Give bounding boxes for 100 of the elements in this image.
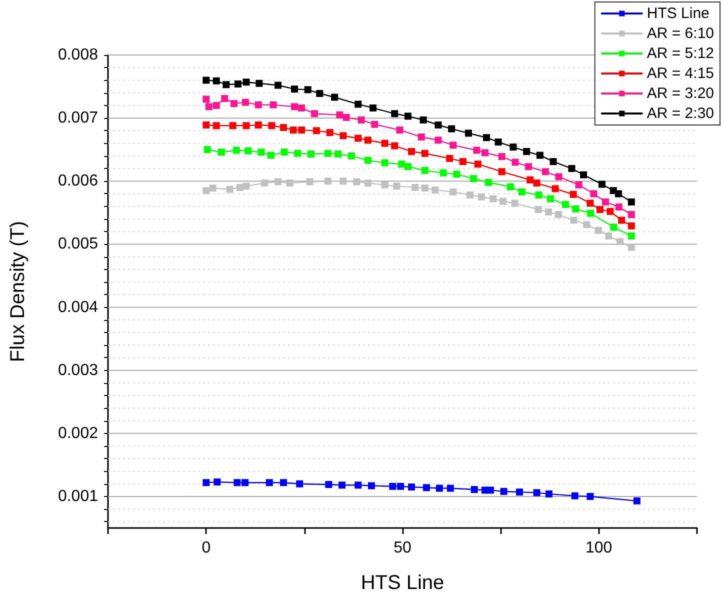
point (205, 103, 212, 110)
point (606, 208, 614, 215)
point (628, 244, 635, 251)
point (254, 101, 262, 108)
point (422, 484, 430, 492)
point (554, 211, 562, 218)
point (324, 178, 332, 185)
point (354, 100, 362, 108)
point (311, 110, 318, 118)
point (518, 188, 526, 196)
point (562, 200, 569, 208)
point (590, 190, 598, 198)
point (354, 134, 362, 142)
point (533, 180, 540, 187)
point (304, 86, 312, 94)
point (313, 127, 320, 134)
point (421, 184, 428, 192)
point (294, 150, 302, 157)
point (418, 133, 425, 140)
point (261, 180, 268, 187)
point (254, 122, 262, 129)
y-tick-label: 0.005 (58, 236, 98, 253)
point (583, 221, 590, 228)
point (364, 180, 372, 187)
point (404, 112, 412, 120)
point (290, 126, 297, 134)
point (308, 150, 315, 158)
point (434, 136, 442, 144)
legend-label: AR = 2:30 (646, 105, 714, 122)
point (266, 479, 273, 486)
point (336, 111, 344, 118)
point (234, 479, 241, 486)
point (391, 110, 398, 118)
point (523, 148, 530, 155)
y-tick-label: 0.002 (58, 424, 98, 442)
y-tick-label: 0.003 (58, 362, 98, 379)
point (234, 80, 242, 88)
point (474, 160, 482, 168)
point (242, 98, 249, 106)
legend-label: AR = 3:20 (646, 85, 714, 102)
point (605, 232, 612, 240)
point (212, 77, 220, 84)
point (306, 178, 314, 186)
point (526, 176, 534, 184)
point (326, 129, 334, 136)
point (421, 150, 428, 157)
point (545, 208, 552, 216)
point (547, 195, 554, 202)
point (586, 200, 594, 207)
point (256, 80, 263, 87)
point (618, 216, 626, 224)
point (628, 211, 635, 218)
point (242, 182, 250, 190)
y-tick-label: 0.006 (58, 172, 98, 190)
point (572, 205, 580, 212)
point (267, 152, 274, 159)
point (459, 158, 466, 166)
y-tick-label: 0.001 (58, 488, 98, 505)
point (298, 104, 306, 112)
point (334, 150, 342, 158)
point (381, 159, 388, 166)
point (448, 125, 456, 132)
point (616, 238, 624, 246)
point (397, 482, 404, 490)
point (498, 168, 506, 176)
point (338, 482, 346, 489)
point (364, 136, 372, 144)
point (596, 206, 604, 214)
point (628, 232, 635, 240)
point (280, 148, 288, 156)
legend-label: AR = 6:10 (646, 25, 714, 42)
point (202, 122, 210, 129)
point (568, 165, 576, 172)
point (440, 169, 447, 176)
point (242, 122, 250, 130)
point (483, 134, 490, 142)
point (516, 488, 524, 496)
point (226, 186, 234, 193)
point (580, 171, 588, 178)
point (486, 486, 494, 494)
point (391, 142, 398, 150)
point (434, 122, 442, 129)
point (420, 116, 427, 124)
point (258, 148, 265, 156)
point (446, 154, 454, 162)
point (348, 152, 355, 160)
x-tick-label: 100 (585, 540, 612, 556)
point (370, 104, 377, 112)
point (408, 148, 416, 155)
y-tick-label: 0.004 (58, 298, 98, 316)
point (280, 479, 288, 486)
point (291, 86, 298, 93)
point (466, 192, 474, 199)
point (222, 81, 230, 88)
point (298, 126, 306, 134)
y-tick-label: 0.007 (58, 110, 98, 127)
point (202, 96, 210, 103)
point (481, 149, 488, 156)
point (202, 76, 210, 84)
point (325, 480, 332, 488)
